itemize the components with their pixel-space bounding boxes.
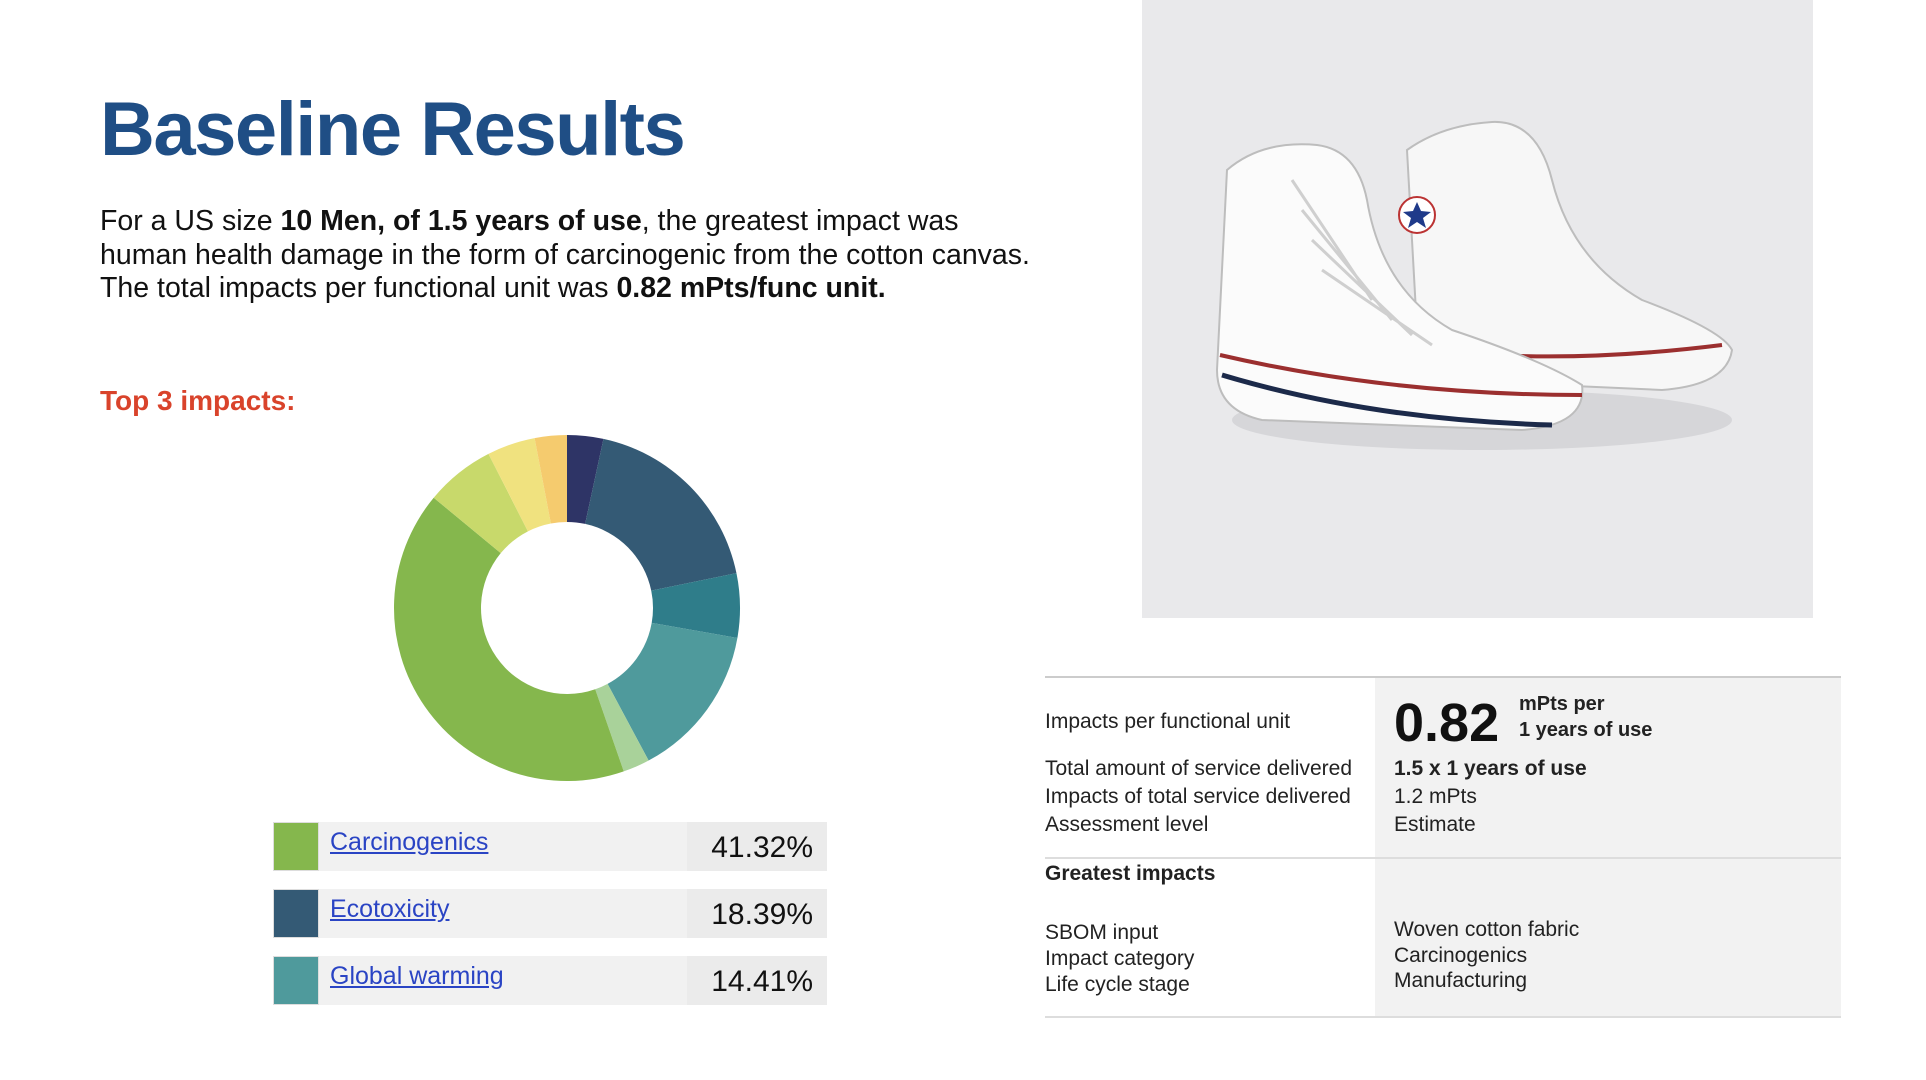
legend-value: 18.39% — [687, 889, 827, 938]
row-label: Impacts of total service delivered — [1045, 785, 1351, 808]
row-value: Manufacturing — [1394, 969, 1528, 992]
rule — [1045, 857, 1841, 859]
row-value: Woven cotton fabric — [1394, 918, 1580, 941]
legend-row: Ecotoxicity 18.39% — [273, 889, 827, 938]
legend-swatch — [273, 822, 319, 871]
unit: mPts per — [1519, 693, 1605, 715]
legend-link[interactable]: Ecotoxicity — [330, 895, 450, 923]
donut-slice — [595, 683, 649, 772]
donut-slice — [488, 438, 551, 532]
legend-value: 41.32% — [687, 822, 827, 871]
legend-row: Global warming 14.41% — [273, 956, 827, 1005]
shoe-front — [1215, 143, 1584, 432]
title: Baseline Results — [100, 87, 686, 172]
row-label: SBOM input — [1045, 921, 1159, 944]
row-label: Total amount of service delivered — [1045, 757, 1352, 780]
donut-slice — [393, 497, 624, 782]
row-value: 1.5 x 1 years of use — [1394, 757, 1587, 780]
row-label: Life cycle stage — [1045, 973, 1190, 996]
text-run: , the greatest impact was human health d… — [100, 205, 1030, 304]
donut-slice — [585, 438, 737, 591]
legend-swatch — [273, 956, 319, 1005]
legend-link[interactable]: Carcinogenics — [330, 828, 489, 856]
unit: 1 years of use — [1519, 719, 1653, 741]
row-value: Carcinogenics — [1394, 944, 1528, 967]
value-column-bg — [1375, 676, 1841, 1018]
text-run: 10 Men, of 1.5 years of use — [280, 205, 642, 237]
legend-row: Carcinogenics 41.32% — [273, 822, 827, 871]
text-run: 0.82 mPts/func unit. — [616, 272, 886, 304]
section-heading: Greatest impacts — [1045, 862, 1216, 885]
donut-slice — [607, 622, 738, 761]
shoe-back — [1398, 120, 1734, 392]
legend-link[interactable]: Global warming — [330, 962, 504, 990]
donut-slice — [567, 435, 604, 524]
summary-paragraph: For a US size 10 Men, of 1.5 years of us… — [100, 205, 1040, 306]
row-label: Impacts per functional unit — [1045, 710, 1291, 733]
rule — [1045, 1016, 1841, 1018]
row-value: 1.2 mPts — [1394, 785, 1477, 808]
row-label: Impact category — [1045, 947, 1195, 970]
donut-slice — [651, 573, 741, 638]
donut-slice — [534, 435, 567, 524]
info-table: Impacts per functional unit 0.82 mPts pe… — [1045, 676, 1841, 1018]
row-label: Assessment level — [1045, 813, 1209, 836]
subtitle: Top 3 impacts: — [100, 385, 296, 416]
donut-slice — [433, 453, 528, 554]
product-image — [1142, 0, 1813, 618]
legend-swatch — [273, 889, 319, 938]
row-value: Estimate — [1394, 813, 1476, 836]
impact-value: 0.82 — [1394, 693, 1500, 753]
legend-value: 14.41% — [687, 956, 827, 1005]
text-run: For a US size — [100, 205, 281, 237]
rule — [1045, 676, 1841, 678]
donut-chart — [393, 435, 741, 782]
